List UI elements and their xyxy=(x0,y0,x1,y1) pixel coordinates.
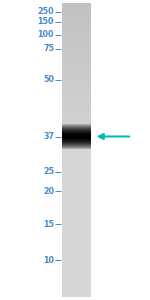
Text: 20: 20 xyxy=(43,187,54,196)
Text: 250: 250 xyxy=(37,8,54,16)
Text: 15: 15 xyxy=(43,220,54,229)
Text: 37: 37 xyxy=(43,132,54,141)
Text: 150: 150 xyxy=(38,17,54,26)
Text: 50: 50 xyxy=(43,75,54,84)
Text: 10: 10 xyxy=(43,256,54,265)
Text: 25: 25 xyxy=(43,167,54,176)
Text: 75: 75 xyxy=(43,44,54,53)
Text: 100: 100 xyxy=(38,30,54,39)
